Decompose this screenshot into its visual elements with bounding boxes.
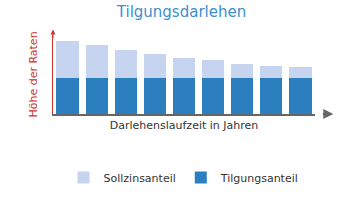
svg-text:Darlehenslaufzeit in Jahren: Darlehenslaufzeit in Jahren [110, 119, 259, 132]
svg-text:Tilgungsdarlehen: Tilgungsdarlehen [116, 3, 246, 21]
svg-text:Sollzinsanteil: Sollzinsanteil [104, 172, 176, 185]
svg-text:Höhe der Raten: Höhe der Raten [27, 31, 40, 117]
svg-text:Tilgungsanteil: Tilgungsanteil [220, 172, 298, 185]
